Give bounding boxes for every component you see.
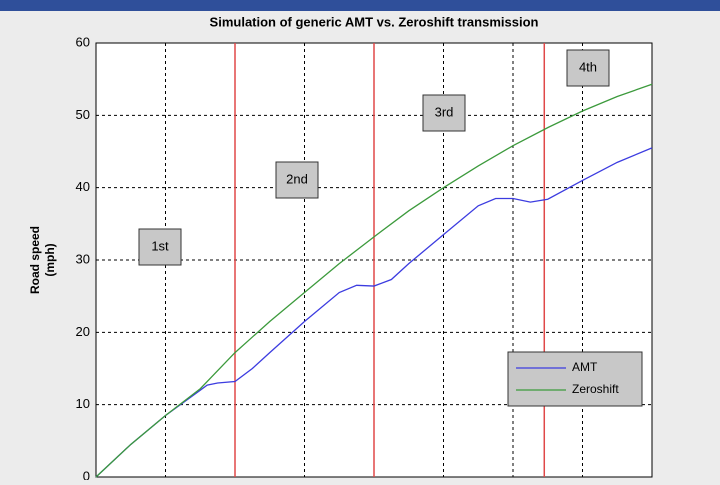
line-series [95,147,653,478]
gear-label-box [138,228,182,266]
y-tick-label: 10 [76,396,90,411]
y-tick-label: 30 [76,251,90,266]
y-tick-label: 50 [76,107,90,122]
y-tick-label: 40 [76,179,90,194]
gear-label-box [566,49,610,87]
y-tick-label: 60 [76,34,90,49]
gear-label: 3rd [435,104,454,119]
gear-label: 2nd [286,171,308,186]
legend-label: AMT [572,360,598,374]
gear-label: 4th [579,59,597,74]
legend-box [507,351,643,407]
chart-title: Simulation of generic AMT vs. Zeroshift … [210,14,539,29]
y-axis-label: (mph) [43,243,57,276]
y-tick-label: 20 [76,324,90,339]
gear-label-box [275,161,319,199]
y-tick-label: 0 [83,468,90,480]
gear-label: 1st [151,238,169,253]
legend-label: Zeroshift [572,382,619,396]
line-series [95,83,653,478]
gear-label-box [422,94,466,132]
y-axis-label: Road speed [28,226,42,294]
top-banner [0,0,720,11]
